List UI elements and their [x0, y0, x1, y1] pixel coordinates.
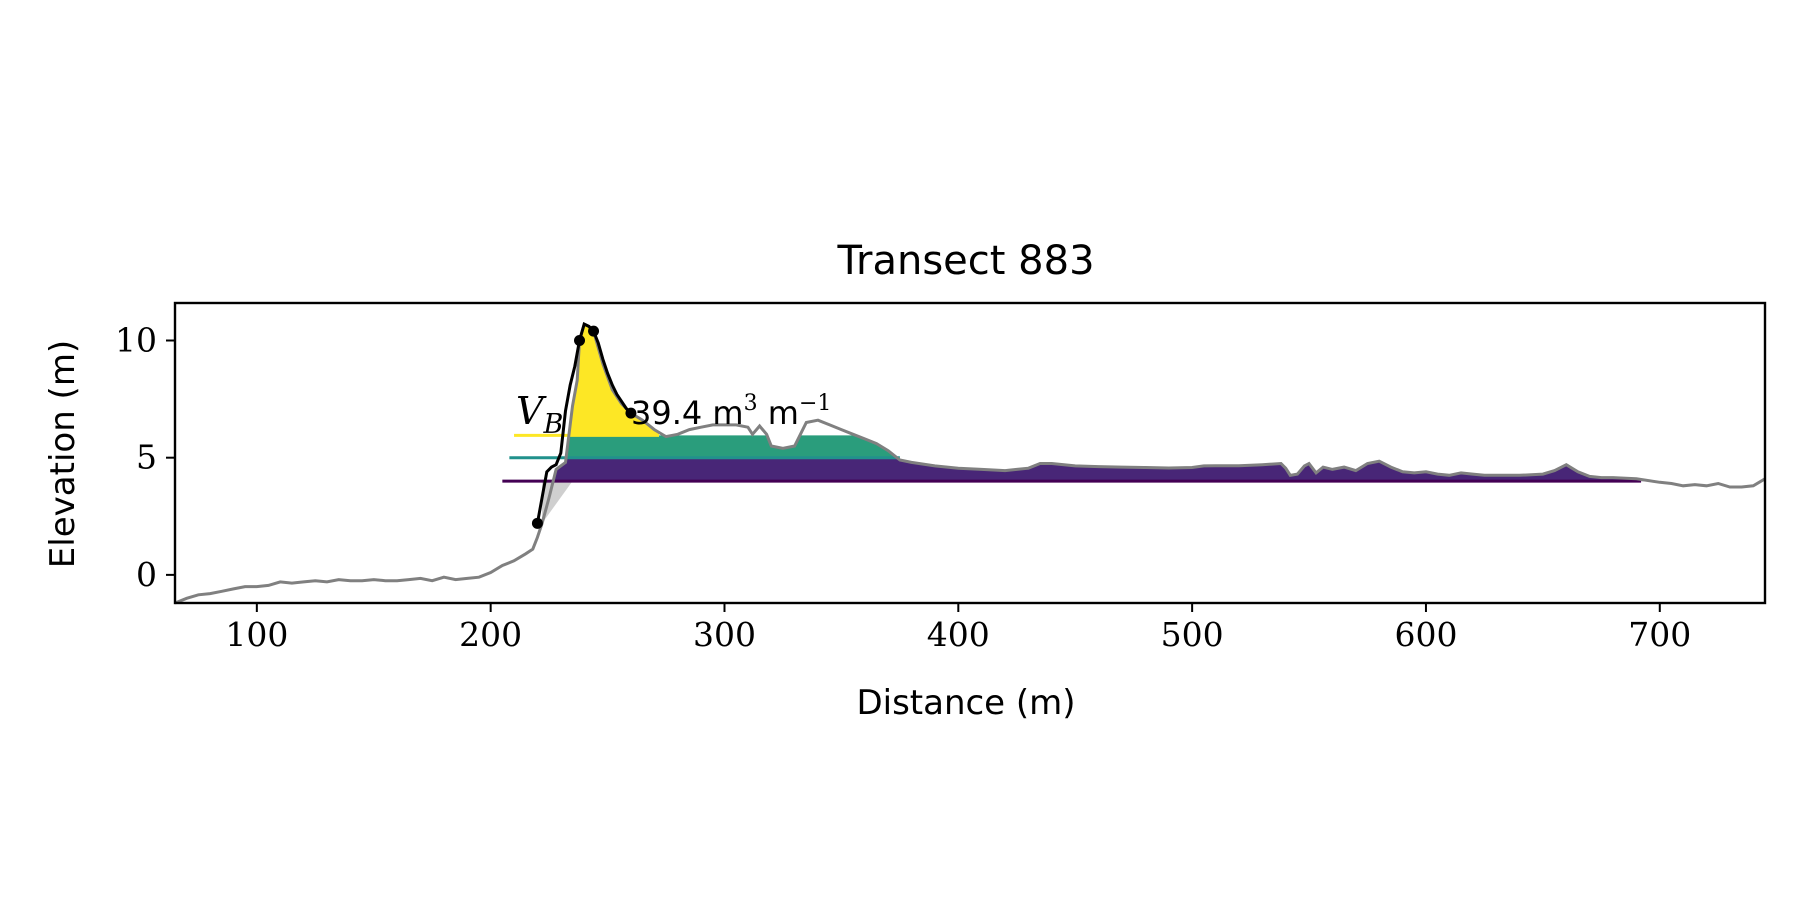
y-tick-label: 5 — [136, 438, 157, 477]
volume-fills — [542, 324, 1649, 524]
x-axis-label: Distance (m) — [856, 683, 1075, 723]
level-lines — [502, 433, 1642, 483]
chart-title: Transect 883 — [836, 238, 1094, 284]
mid-volume-fill — [558, 435, 959, 458]
dune-marker — [625, 407, 637, 419]
volume-subscript: B — [542, 409, 563, 440]
dune-profile-line — [535, 321, 633, 524]
y-axis-ticks: 0 5 10 — [115, 321, 175, 594]
volume-value: 39.4 m — [631, 394, 744, 432]
x-axis-ticks: 100 200 300 400 500 600 700 — [225, 603, 1691, 654]
volume-unit-exp2: −1 — [799, 391, 831, 416]
y-tick-label: 10 — [115, 321, 157, 360]
x-tick-label: 200 — [459, 615, 522, 654]
volume-unit-exp1: 3 — [744, 391, 758, 416]
x-tick-label: 500 — [1161, 615, 1224, 654]
x-tick-label: 600 — [1394, 615, 1457, 654]
x-tick-label: 100 — [225, 615, 288, 654]
x-tick-label: 400 — [927, 615, 990, 654]
dune-marker — [588, 325, 600, 337]
x-tick-label: 700 — [1628, 615, 1691, 654]
volume-label-value: 39.4 m3 m−1 — [631, 391, 831, 432]
volume-unit-tail: m — [758, 394, 799, 432]
x-tick-label: 300 — [693, 615, 756, 654]
volume-label-symbol: VB — [516, 389, 563, 440]
y-axis-label: Elevation (m) — [43, 340, 83, 568]
volume-symbol: V — [516, 389, 547, 433]
dune-marker — [574, 335, 586, 346]
y-tick-label: 0 — [136, 555, 157, 594]
dune-marker — [531, 517, 543, 529]
base-volume-fill — [551, 457, 1649, 482]
dune-markers — [531, 325, 637, 529]
top-volume-fill — [565, 324, 659, 436]
ground-profile-line — [174, 321, 1766, 605]
plot-frame — [173, 301, 1767, 605]
profile-lines — [174, 321, 1766, 605]
